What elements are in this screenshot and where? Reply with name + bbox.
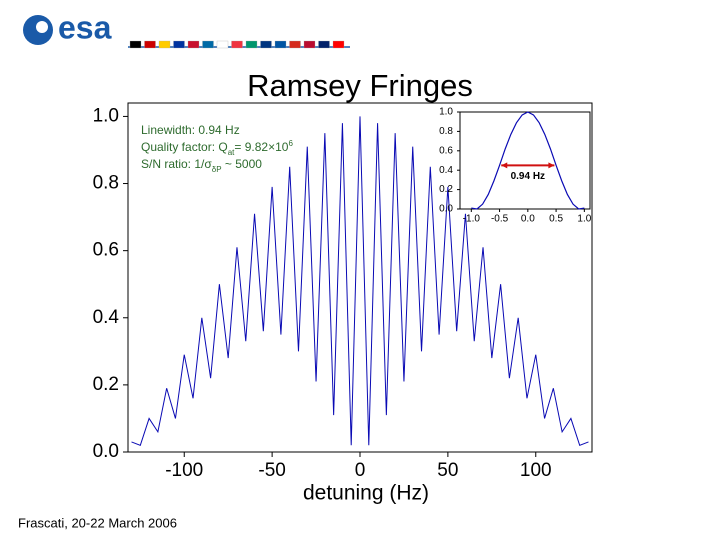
y-tick-label: 0.0 [439, 204, 453, 215]
annotation-part: S/N ratio: 1/σ [141, 157, 212, 171]
y-tick-label: 1.0 [93, 105, 119, 126]
x-tick-label: 1.0 [577, 214, 591, 225]
annotation: S/N ratio: 1/σδP ~ 5000 [141, 157, 262, 173]
flag [187, 40, 200, 49]
chart-0: 0.0 0.2 0.4 0.6 0.8 1.0 -100 -50 0 50 100 Linewidth… [93, 102, 593, 481]
flag [245, 40, 258, 49]
flag [173, 40, 185, 49]
esa-logo: esa [23, 9, 350, 49]
annotation-part: = 9.82×10 [234, 140, 288, 154]
x-tick-label: 100 [520, 460, 552, 481]
flag [158, 40, 171, 49]
annotation-part: at [228, 148, 235, 157]
chart-1: 0.0 0.2 0.4 0.6 0.8 1.0 -1.0 -0.5 0.0 0.5 1.0 0.94 … [439, 107, 592, 225]
annotation-part: Quality factor: Q [141, 140, 228, 154]
x-tick-label: 0.5 [549, 214, 563, 225]
flag [332, 40, 345, 49]
flag [202, 40, 214, 49]
annotation-part: 6 [288, 139, 293, 148]
inset-annotation: 0.94 Hz [511, 171, 545, 182]
data-line [131, 116, 589, 446]
y-tick-label: 0.8 [93, 173, 119, 194]
annotation-part: Linewidth: 0.94 Hz [141, 123, 240, 137]
x-tick-label: -50 [258, 460, 285, 481]
logo-dot [36, 21, 48, 33]
flag [289, 40, 301, 49]
logo-text: esa [58, 9, 112, 45]
plot-frame [459, 111, 591, 210]
x-tick-label: 50 [437, 460, 458, 481]
annotation-part: δP [212, 165, 222, 174]
x-tick-label: -1.0 [463, 214, 481, 225]
arrow-head [548, 162, 555, 169]
flag [274, 40, 287, 49]
y-tick-label: 0.8 [439, 126, 453, 137]
data-line [471, 111, 585, 210]
flag [129, 40, 142, 49]
x-axis-label: detuning (Hz) [303, 482, 429, 505]
footer: Frascati, 20-22 March 2006 [18, 515, 177, 530]
y-tick-label: 0.2 [93, 374, 119, 395]
flag [260, 40, 272, 49]
y-tick-label: 0.2 [439, 184, 453, 195]
arrow-head [501, 162, 508, 169]
y-tick-label: 0.4 [93, 307, 120, 328]
flag [318, 40, 330, 49]
y-tick-label: 1.0 [439, 107, 453, 118]
y-tick-label: 0.6 [439, 145, 453, 156]
flag [144, 40, 156, 49]
chart-title: Ramsey Fringes [247, 68, 473, 103]
y-tick-label: 0.4 [439, 165, 453, 176]
flags [129, 40, 345, 49]
flag [231, 40, 243, 49]
annotation-part: ~ 5000 [222, 157, 263, 171]
x-tick-label: 0.0 [521, 214, 535, 225]
flag [216, 40, 229, 49]
annotation: Linewidth: 0.94 Hz [141, 123, 240, 137]
y-tick-label: 0.6 [93, 240, 119, 261]
flag [303, 40, 316, 49]
x-tick-label: -100 [165, 460, 203, 481]
annotation: Quality factor: Qat= 9.82×106 [141, 139, 293, 157]
x-tick-label: 0 [355, 460, 366, 481]
y-tick-label: 0.0 [93, 441, 119, 462]
x-tick-label: -0.5 [491, 214, 509, 225]
